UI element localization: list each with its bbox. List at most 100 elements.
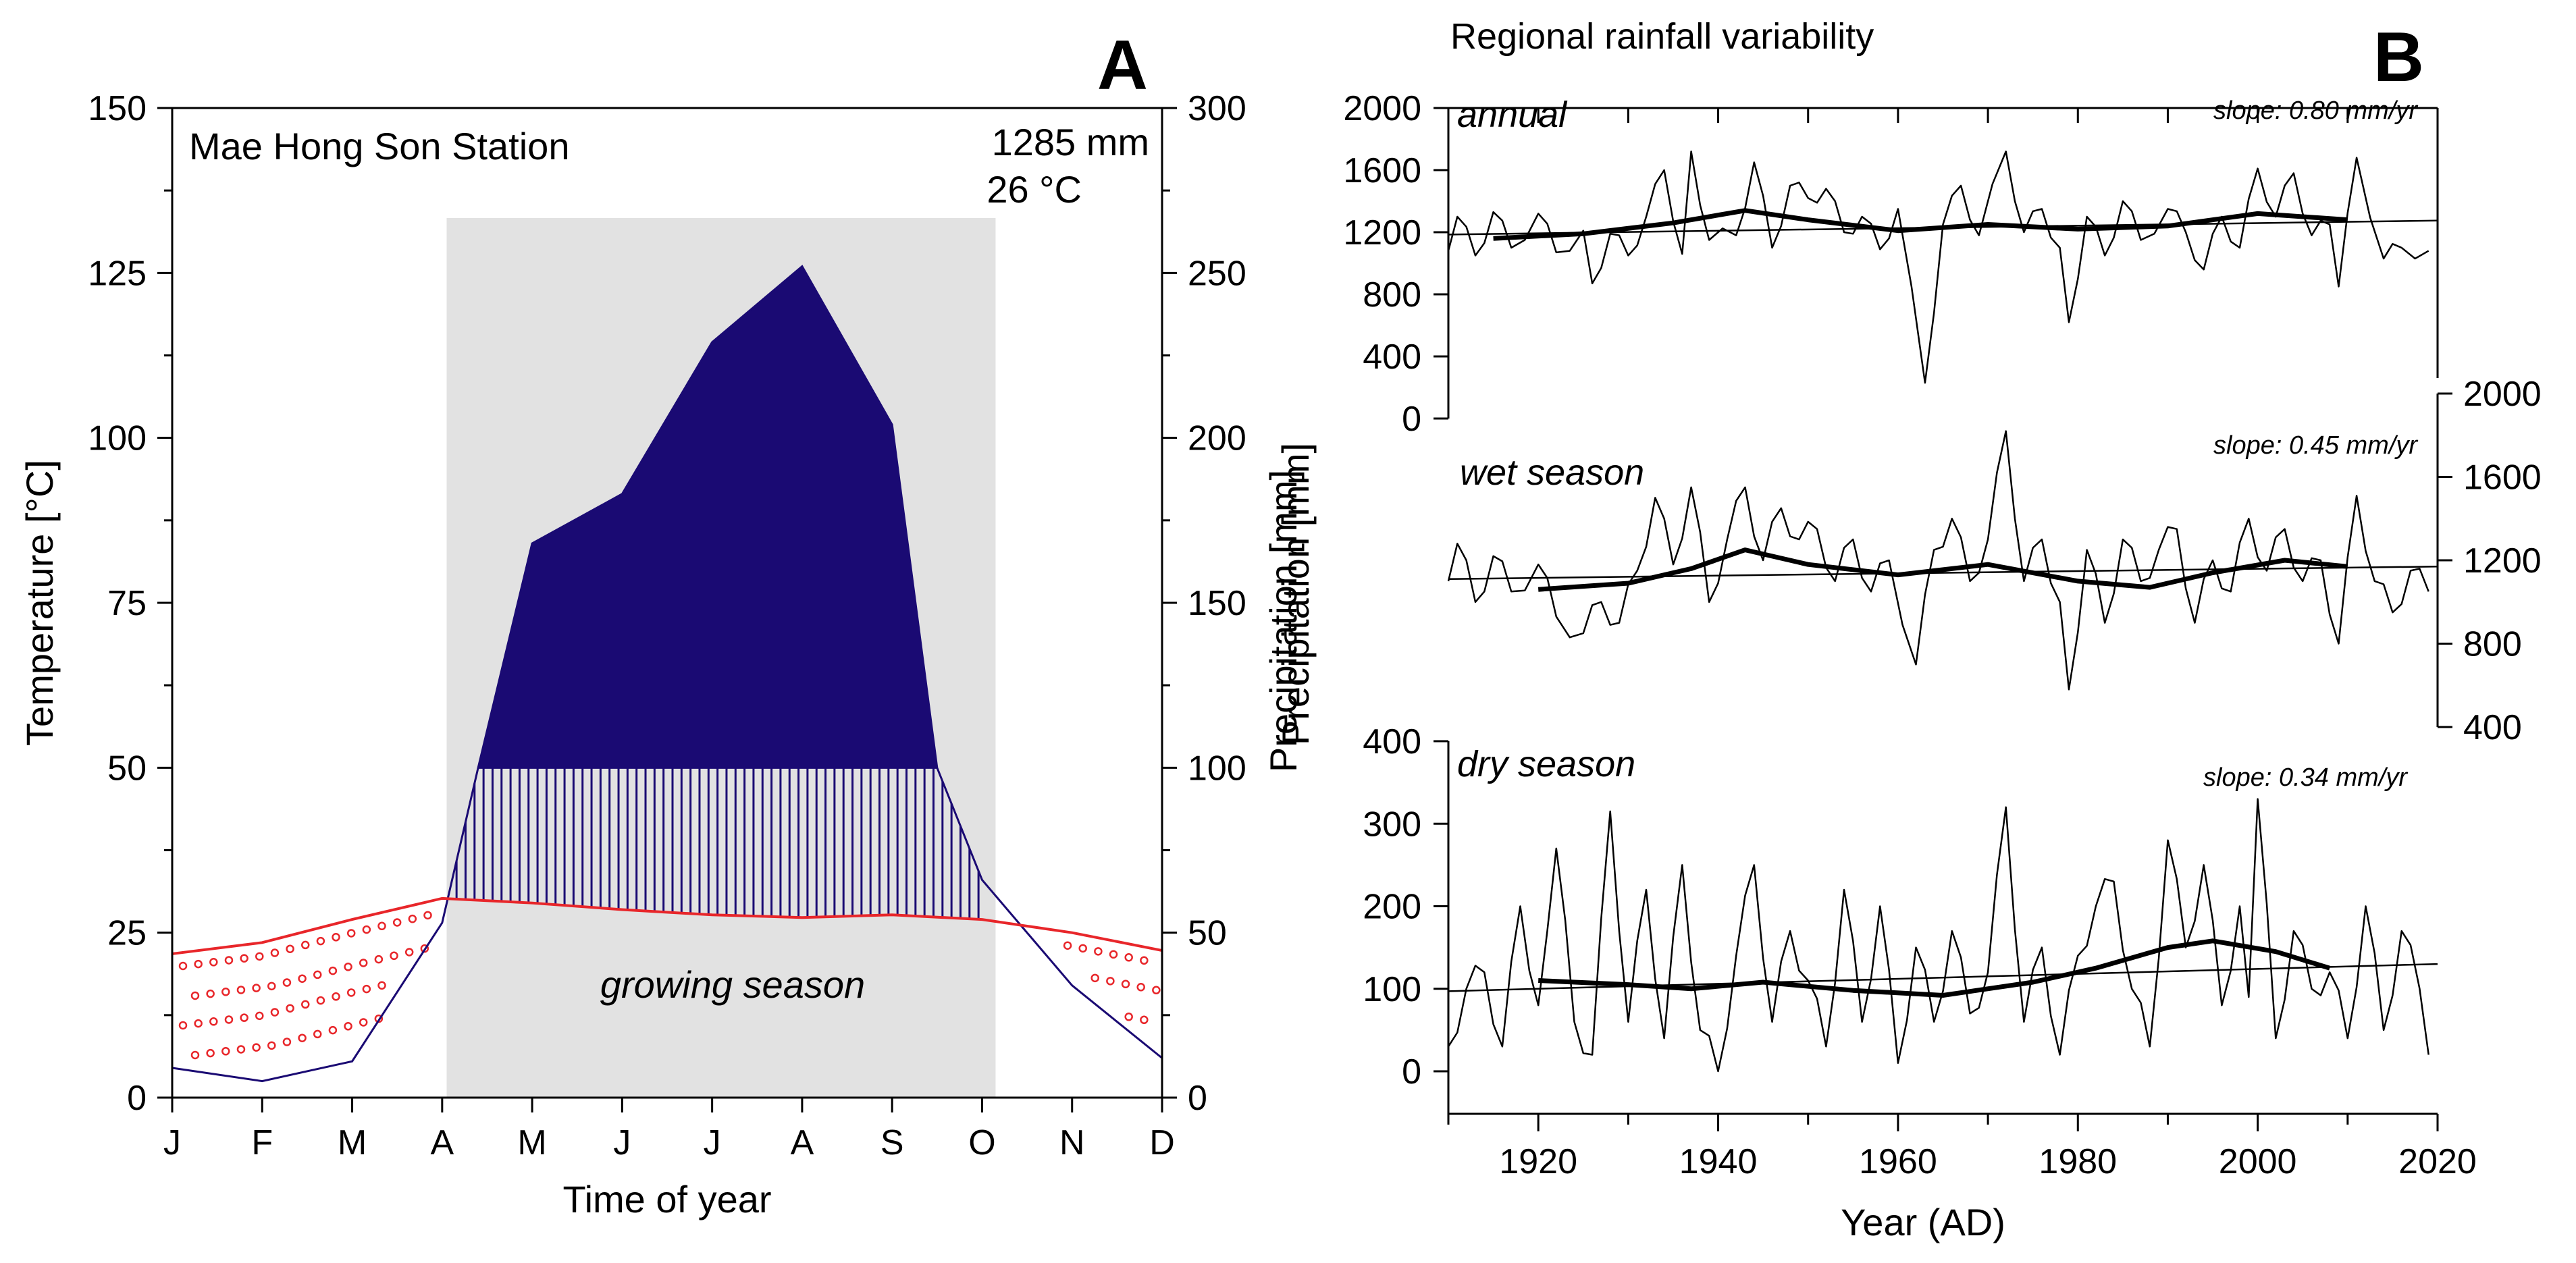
arid-dot xyxy=(255,952,264,961)
panel-a-climate-diagram: 0 25 50 75 100 125 150 0 50 100 150 200 250 300 J F M A M J… xyxy=(18,26,1305,1220)
y-tick-label-right: 800 xyxy=(2463,625,2522,664)
arid-dot xyxy=(392,918,402,927)
y-tick-label-left: 100 xyxy=(88,419,147,458)
arid-dot xyxy=(240,1013,248,1022)
temperature-line xyxy=(172,896,1163,955)
x-tick-label-b: 2020 xyxy=(2398,1142,2477,1181)
y-axis-label-b: Precipitation [mm] xyxy=(1274,443,1317,745)
arid-dot xyxy=(236,1045,246,1054)
arid-dot xyxy=(359,959,368,967)
arid-dot xyxy=(194,1019,203,1028)
y-tick-label: 200 xyxy=(1363,888,1421,927)
arid-dot xyxy=(390,951,398,961)
raw-series-line xyxy=(1447,151,2429,384)
arid-dot xyxy=(1094,947,1103,956)
arid-dot xyxy=(1140,1015,1149,1025)
y-tick-label-right: 50 xyxy=(1188,914,1227,953)
series-label-annual: annual xyxy=(1457,95,1568,135)
x-tick-label-b: 2000 xyxy=(2219,1142,2297,1181)
arid-dot xyxy=(1136,983,1145,992)
x-tick-label-a: D xyxy=(1149,1123,1175,1162)
arid-dot xyxy=(270,948,280,957)
growing-season-label: growing season xyxy=(600,963,865,1006)
y-tick-label-left: 25 xyxy=(107,914,147,953)
arid-dot xyxy=(267,982,276,991)
rainfall-series xyxy=(1447,151,2438,1073)
raw-series-line xyxy=(1447,798,2429,1073)
series-label-wet: wet season xyxy=(1460,452,1644,493)
y-tick-label-right: 2000 xyxy=(2463,375,2542,414)
arid-dot xyxy=(190,991,200,1000)
arid-dot xyxy=(267,1041,276,1050)
arid-dot xyxy=(209,1017,218,1026)
arid-dot xyxy=(1078,944,1087,953)
arid-dot xyxy=(240,954,248,963)
arid-dot xyxy=(408,914,417,923)
y-tick-label: 400 xyxy=(1363,338,1421,377)
x-axis-label-a: Time of year xyxy=(562,1178,771,1220)
y-tick-label-right: 1600 xyxy=(2463,458,2542,498)
arid-dot xyxy=(282,1038,292,1046)
arid-dot xyxy=(332,992,340,1001)
arid-dot xyxy=(300,1000,310,1009)
arid-dot xyxy=(194,959,203,969)
y-tick-label-left: 75 xyxy=(107,584,147,623)
y-tick-label-left: 0 xyxy=(127,1079,147,1118)
arid-dot xyxy=(1090,973,1099,983)
arid-dot xyxy=(298,974,307,983)
arid-dot xyxy=(298,1033,307,1042)
arid-dot xyxy=(1109,950,1118,959)
smoothed-series-line xyxy=(1538,938,2331,998)
panel-b-letter: B xyxy=(2373,18,2424,97)
arid-dot xyxy=(346,988,356,997)
arid-dot xyxy=(328,966,338,975)
arid-dot xyxy=(252,1043,261,1052)
arid-dot xyxy=(313,970,322,979)
arid-dot xyxy=(224,1015,234,1024)
arid-dot xyxy=(344,1022,352,1031)
precipitation-line xyxy=(172,265,1163,1083)
x-tick-label-a: N xyxy=(1059,1123,1085,1162)
x-tick-label-a: M xyxy=(338,1123,367,1162)
x-tick-label-a: A xyxy=(791,1123,814,1162)
panel-a-axes: 0 25 50 75 100 125 150 0 50 100 150 200 250 300 J F M A M J… xyxy=(88,89,1305,1162)
arid-dot xyxy=(332,933,340,942)
precip-excess-fill xyxy=(478,266,937,768)
arid-dot xyxy=(190,1050,200,1060)
slope-annual: slope: 0.80 mm/yr xyxy=(2213,97,2418,125)
arid-dot xyxy=(206,989,215,998)
arid-dot xyxy=(1106,977,1115,986)
y-tick-label: 0 xyxy=(1402,1052,1421,1092)
y-tick-label-left: 50 xyxy=(107,749,147,788)
arid-dot xyxy=(344,963,352,971)
arid-dot xyxy=(1063,941,1072,950)
linear-trend-line xyxy=(1448,963,2438,992)
y-tick-label: 2000 xyxy=(1343,89,1421,128)
y-tick-label-right: 300 xyxy=(1188,89,1246,128)
y-tick-label: 1200 xyxy=(1343,213,1421,252)
arid-dot xyxy=(224,956,234,965)
y-tick-label: 100 xyxy=(1363,970,1421,1009)
station-name: Mae Hong Son Station xyxy=(189,125,569,167)
y-tick-label-right: 1200 xyxy=(2463,541,2542,581)
arid-dot xyxy=(328,1025,338,1035)
y-tick-label-right: 250 xyxy=(1188,254,1246,293)
series-label-dry: dry season xyxy=(1457,744,1635,784)
y-tick-label: 800 xyxy=(1363,275,1421,315)
panel-b-rainfall-variability: Regional rainfall variability B 0 400 800 1… xyxy=(1274,16,2542,1243)
arid-dot xyxy=(209,958,218,967)
y-tick-label: 1600 xyxy=(1343,151,1421,190)
arid-dot xyxy=(300,940,310,950)
arid-dot xyxy=(286,1004,294,1013)
arid-dot xyxy=(178,1021,188,1030)
y-axis-label-left-a: Temperature [°C] xyxy=(18,460,61,746)
arid-dot xyxy=(1124,953,1133,962)
panel-b-title: Regional rainfall variability xyxy=(1450,16,1874,57)
arid-dot xyxy=(313,1029,322,1039)
x-axis-label-b: Year (AD) xyxy=(1841,1201,2005,1243)
arid-dot xyxy=(282,978,292,987)
x-tick-label-a: S xyxy=(880,1123,904,1162)
x-tick-label-b: 1980 xyxy=(2039,1142,2117,1181)
arid-dot xyxy=(362,984,371,994)
